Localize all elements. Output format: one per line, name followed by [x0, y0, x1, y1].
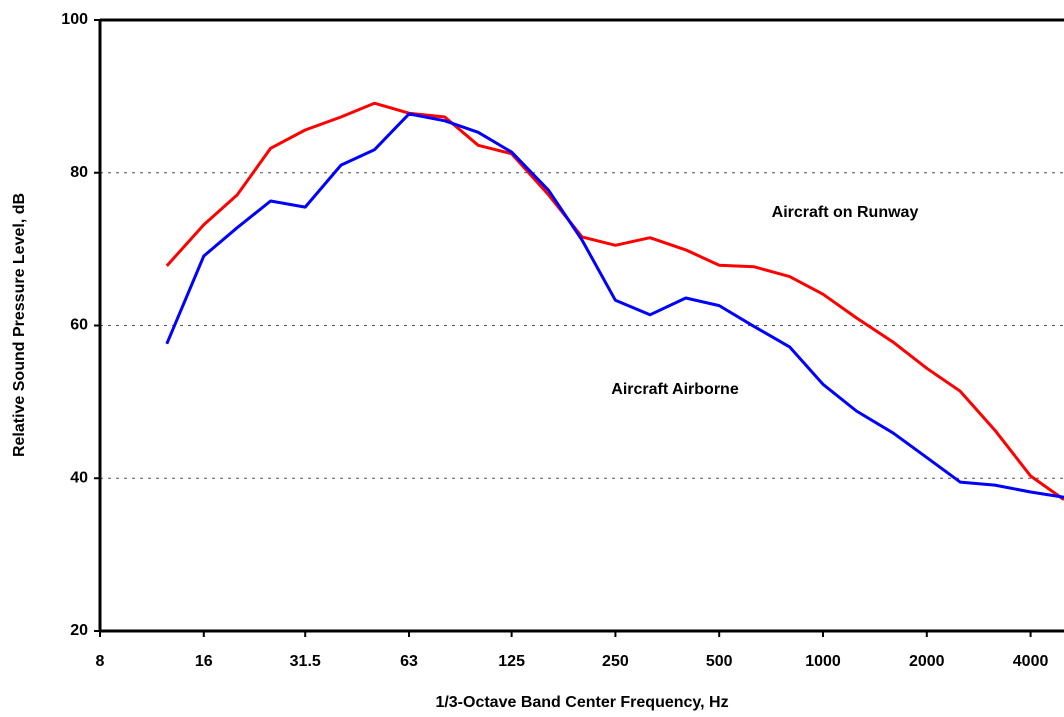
x-tick-label: 1000: [805, 653, 841, 670]
y-tick-label: 60: [70, 317, 88, 334]
y-tick-label: 40: [70, 469, 88, 486]
x-tick-label: 2000: [909, 653, 945, 670]
x-tick-label: 500: [706, 653, 733, 670]
x-axis-title: 1/3-Octave Band Center Frequency, Hz: [435, 694, 728, 711]
x-tick-label: 63: [400, 653, 418, 670]
x-tick-label: 16: [195, 653, 213, 670]
data-line: [165, 101, 1064, 501]
y-tick-label: 80: [70, 164, 88, 181]
y-tick-label: 100: [61, 11, 88, 28]
y-axis-title: Relative Sound Pressure Level, dB: [11, 193, 28, 457]
series-label: Aircraft Airborne: [611, 381, 739, 398]
x-tick-label: 31.5: [290, 653, 321, 670]
y-tick-label: 20: [70, 622, 88, 639]
x-tick-label: 125: [498, 653, 525, 670]
series-label: Aircraft on Runway: [772, 204, 919, 221]
x-tick-label: 8: [96, 653, 105, 670]
x-tick-label: 250: [602, 653, 629, 670]
x-tick-label: 4000: [1013, 653, 1049, 670]
data-line: [165, 112, 1064, 499]
